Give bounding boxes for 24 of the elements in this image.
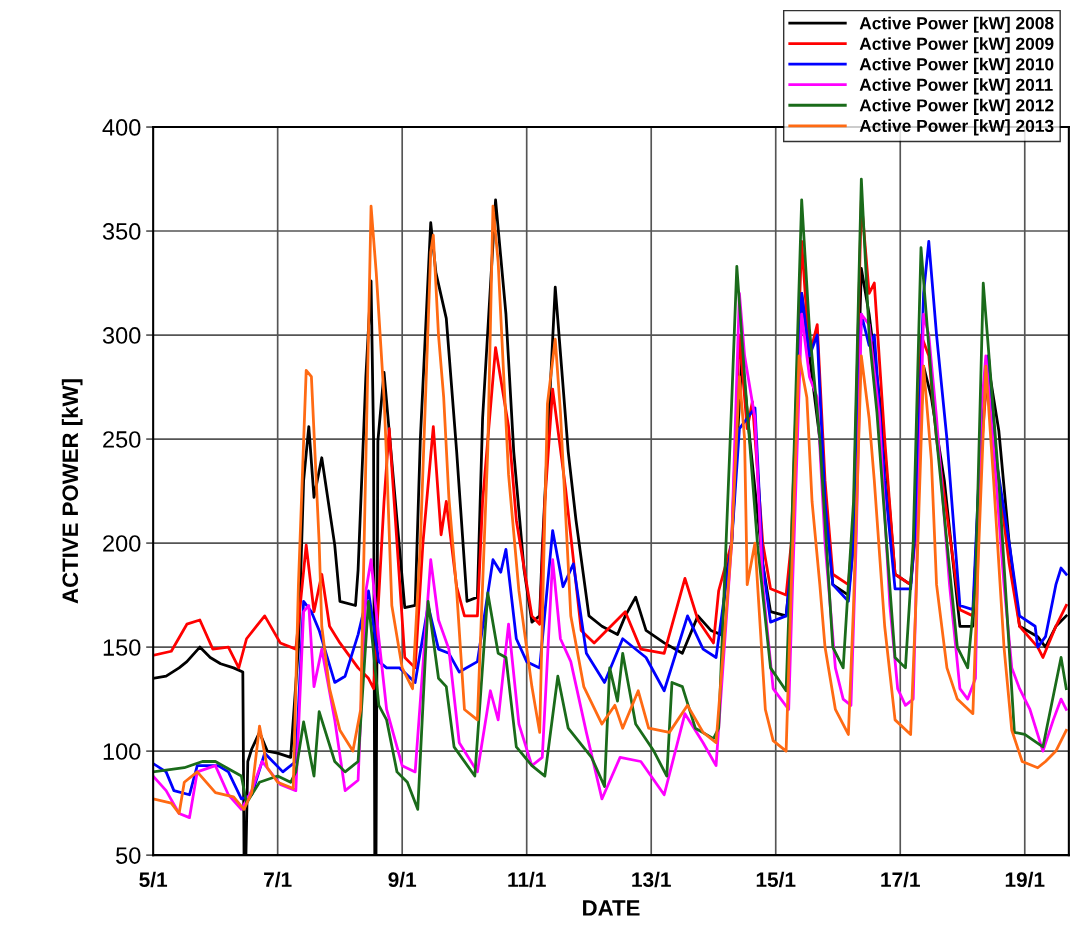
legend-label: Active Power [kW] 2010 (859, 57, 1054, 74)
legend-label: Active Power [kW] 2012 (859, 98, 1054, 115)
legend-label: Active Power [kW] 2008 (859, 16, 1054, 33)
x-tick-label: 17/1 (881, 871, 920, 888)
y-tick-label: 300 (102, 327, 141, 344)
x-tick-label: 15/1 (756, 871, 796, 888)
y-tick-label: 350 (102, 223, 141, 240)
legend-label: Active Power [kW] 2011 (859, 78, 1053, 95)
x-tick-label: 9/1 (388, 871, 417, 888)
y-tick-label: 400 (102, 119, 141, 136)
legend-label: Active Power [kW] 2009 (859, 37, 1054, 54)
y-tick-label: 200 (103, 535, 141, 552)
x-tick-label: 5/1 (139, 871, 168, 888)
y-tick-label: 250 (103, 431, 141, 448)
y-axis-title: ACTIVE POWER [kW] (61, 379, 83, 604)
x-tick-label: 7/1 (264, 871, 292, 888)
x-tick-label: 11/1 (508, 871, 546, 888)
y-tick-label: 150 (103, 639, 141, 656)
x-axis-title: DATE (583, 900, 640, 916)
y-tick-label: 50 (116, 847, 141, 864)
x-tick-label: 19/1 (1005, 871, 1045, 888)
legend-label: Active Power [kW] 2013 (859, 119, 1054, 136)
y-tick-label: 100 (103, 743, 141, 760)
x-tick-label: 13/1 (632, 871, 671, 888)
